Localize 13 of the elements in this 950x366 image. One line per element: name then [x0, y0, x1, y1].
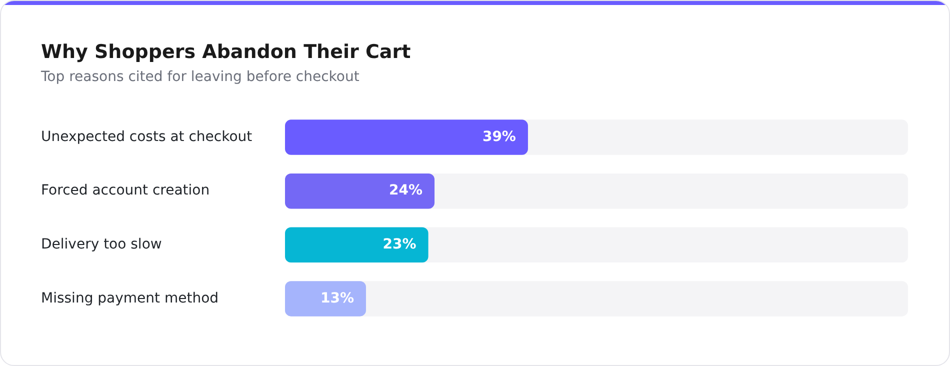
- chart-title: Why Shoppers Abandon Their Cart: [41, 41, 411, 63]
- y-tick-label: Forced account creation: [41, 182, 210, 199]
- data-label: 39%: [482, 128, 516, 145]
- y-tick-label: Unexpected costs at checkout: [41, 128, 253, 145]
- data-label: 24%: [389, 182, 423, 199]
- bar: [285, 281, 366, 316]
- chart-subtitle: Top reasons cited for leaving before checkout: [41, 69, 360, 85]
- bar: [285, 173, 435, 209]
- y-tick-label: Missing payment method: [41, 290, 219, 306]
- data-label: 13%: [320, 290, 354, 306]
- data-label: 23%: [382, 236, 416, 253]
- bar: [285, 227, 428, 263]
- y-tick-label: Delivery too slow: [41, 236, 162, 253]
